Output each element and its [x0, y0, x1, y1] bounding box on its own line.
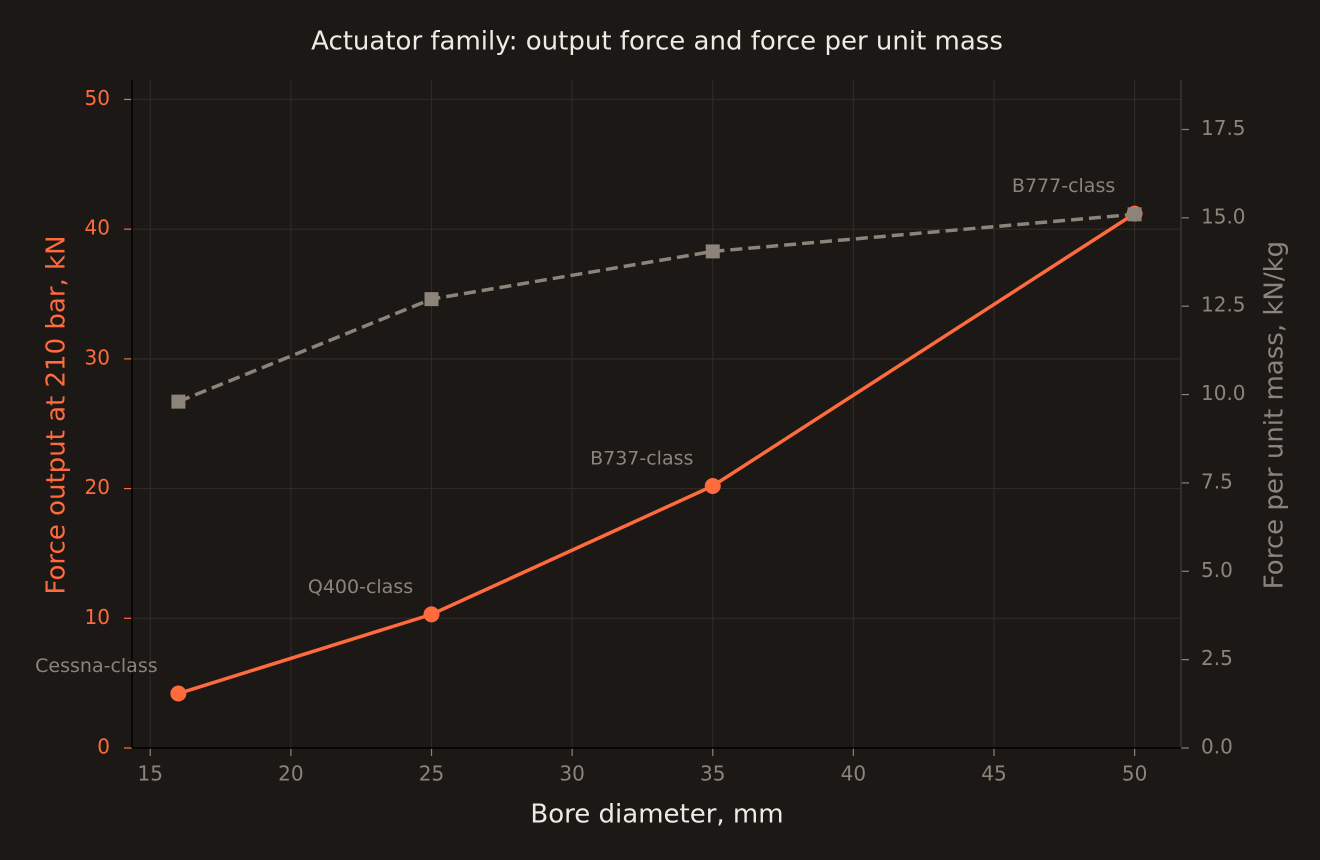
x-axis-label: Bore diameter, mm [530, 800, 783, 830]
y2-tick-label: 0.0 [1201, 735, 1233, 759]
y-tick-label: 10 [85, 605, 110, 629]
series-line [177, 212, 1136, 696]
x-tick-label: 25 [419, 762, 444, 786]
y2-tick-label: 17.5 [1201, 116, 1246, 140]
marker [171, 394, 186, 409]
x-tick-label: 50 [1122, 762, 1147, 786]
y2-tick-label: 7.5 [1201, 469, 1233, 493]
series-line [177, 212, 1135, 404]
y2-tick-label: 10.0 [1201, 381, 1246, 405]
annotation: Cessna-class [35, 655, 157, 677]
x-tick-label: 20 [278, 762, 303, 786]
marker [1127, 207, 1142, 222]
marker [704, 477, 721, 494]
marker [424, 292, 439, 307]
y2-tick-label: 12.5 [1201, 293, 1246, 317]
x-tick-label: 35 [700, 762, 725, 786]
y2-tick-label: 5.0 [1201, 558, 1233, 582]
annotation: B737-class [590, 447, 693, 469]
y-tick-label: 0 [97, 735, 110, 759]
marker [705, 244, 720, 259]
annotation: Q400-class [308, 576, 413, 598]
y-tick-label: 20 [85, 475, 110, 499]
y-tick-label: 50 [85, 86, 110, 110]
y2-tick-label: 15.0 [1201, 204, 1246, 228]
x-tick-label: 15 [138, 762, 163, 786]
y2-tick-label: 2.5 [1201, 646, 1233, 670]
chart-title: Actuator family: output force and force … [311, 27, 1003, 57]
marker [423, 606, 440, 623]
x-tick-label: 30 [559, 762, 584, 786]
marker [170, 685, 187, 702]
x-tick-label: 40 [841, 762, 866, 786]
annotation: B777-class [1012, 175, 1115, 197]
x-tick-label: 45 [981, 762, 1006, 786]
y2-axis-label: Force per unit mass, kN/kg [1260, 241, 1290, 589]
y-axis-label: Force output at 210 bar, kN [42, 235, 72, 594]
y-tick-label: 30 [85, 345, 110, 369]
y-tick-label: 40 [85, 216, 110, 240]
